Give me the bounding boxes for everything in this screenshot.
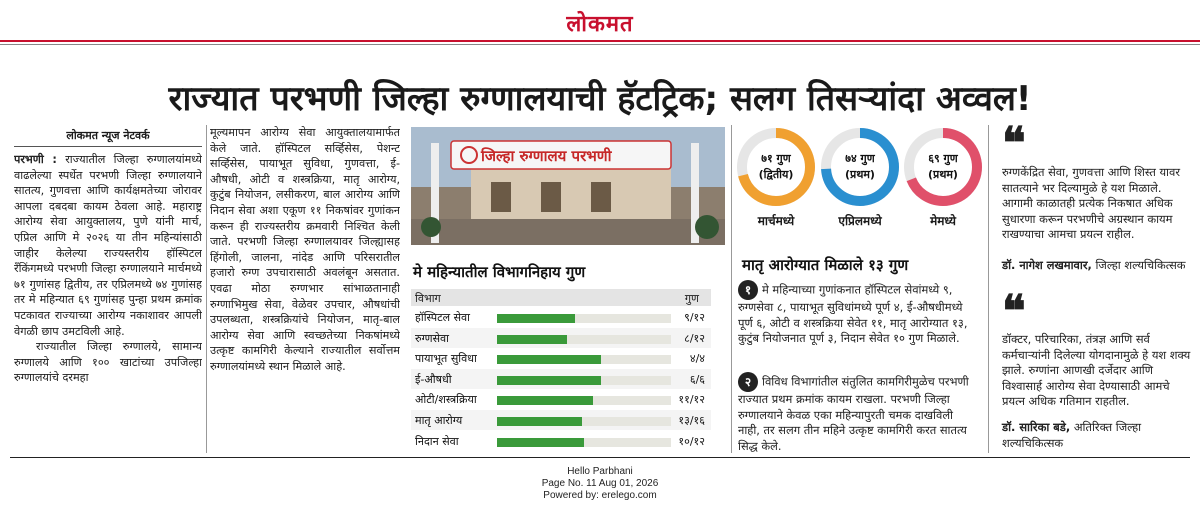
- quote-2-text: डॉक्टर, परिचारिका, तंत्रज्ञ आणि सर्व कर्…: [1002, 332, 1191, 409]
- maternal-point-1-text: मे महिन्याच्या गुणांकनात हॉस्पिटल सेवांम…: [738, 282, 968, 346]
- masthead-thin-rule: [0, 44, 1200, 45]
- score-bar: [497, 417, 582, 426]
- donut-caption: मार्चमध्ये: [757, 214, 795, 228]
- score-bar: [497, 334, 567, 344]
- table-header-dept: विभाग: [415, 292, 441, 305]
- headline: राज्यात परभणी जिल्हा रुग्णालयाची हॅटट्रि…: [168, 79, 1032, 119]
- row-label: रुग्णसेवा: [415, 331, 450, 345]
- maternal-title: मातृ आरोग्यात मिळाले १३ गुण: [742, 256, 909, 274]
- table-row: रुग्णसेवा ८/१२: [411, 327, 711, 348]
- score-bar: [497, 375, 602, 385]
- donut-score: ७१ गुण: [761, 152, 791, 165]
- quote-2-attribution: डॉ. सारिका बडे, अतिरिक्त जिल्हा शल्यचिकि…: [1002, 420, 1192, 451]
- hospital-sign-text: जिल्हा रुग्णालय परभणी: [481, 147, 612, 165]
- dateline: परभणी :: [14, 153, 57, 166]
- quote-icon: ❝: [1002, 118, 1026, 169]
- score-bar: [497, 355, 602, 365]
- row-label: निदान सेवा: [415, 434, 459, 448]
- maternal-point-1: १ मे महिन्याच्या गुणांकनात हॉस्पिटल सेवां…: [738, 280, 978, 347]
- row-label: हॉस्पिटल सेवा: [415, 311, 470, 324]
- table-title: मे महिन्यातील विभागनिहाय गुण: [413, 263, 586, 281]
- column-divider: [731, 125, 732, 453]
- hospital-photo: जिल्हा रुग्णालय परभणी: [411, 127, 725, 245]
- row-label: पायाभूत सुविधा: [415, 352, 477, 366]
- article-column-1: परभणी : राज्यातील जिल्हा रुग्णालयांमध्ये…: [14, 152, 202, 452]
- point-number-1: १: [738, 280, 758, 300]
- score-bar: [497, 314, 576, 323]
- table-row: ई-औषधी ६/६: [411, 368, 711, 389]
- score-bar-track: [497, 437, 671, 447]
- article-column-2: मूल्यमापन आरोग्य सेवा आयुक्तालयामार्फत क…: [210, 126, 400, 373]
- article-paragraph-2: राज्यातील जिल्हा रुग्णालये, सामान्य रुग्…: [14, 340, 202, 385]
- row-score: ८/१२: [684, 331, 705, 345]
- maternal-point-2: २ विविध विभागांतील संतुलित कामगिरीमुळेच प…: [738, 372, 978, 454]
- quote-2-name: डॉ. सारिका बडे,: [1002, 420, 1071, 434]
- donut-rank: (द्वितीय): [758, 168, 794, 181]
- row-label: ओटी/शस्त्रक्रिया: [415, 393, 477, 407]
- byline: लोकमत न्यूज नेटवर्क: [14, 128, 202, 147]
- masthead-rule: [0, 40, 1200, 42]
- column-divider: [206, 125, 207, 453]
- donut-ring: [904, 128, 982, 206]
- row-score: ११/१२: [678, 393, 705, 407]
- quote-2-role: अतिरिक्त जिल्हा शल्यचिकित्सक: [1002, 420, 1142, 450]
- table-header: विभाग गुण: [411, 289, 711, 306]
- point-number-2: २: [738, 372, 758, 392]
- quote-icon: ❝: [1002, 286, 1026, 337]
- donut-rank: (प्रथम): [845, 168, 875, 181]
- donut-caption: मेमध्ये: [930, 214, 956, 228]
- table-row: मातृ आरोग्य १३/१६: [411, 410, 711, 430]
- score-bar-track: [497, 355, 671, 365]
- score-bar-track: [497, 334, 671, 344]
- footer-page-info: Page No. 11 Aug 01, 2026: [541, 478, 659, 489]
- footer-publication: Hello Parbhani: [567, 466, 633, 477]
- donut-ring: [737, 128, 815, 206]
- footer-powered-by: Powered by: erelego.com: [543, 490, 657, 501]
- donut-score: ७४ गुण: [845, 152, 875, 165]
- quote-1-attribution: डॉ. नागेश लखमावार, जिल्हा शल्यचिकित्सक: [1002, 258, 1192, 274]
- score-donut: ७४ गुण (प्रथम): [820, 127, 900, 207]
- quote-1-role: जिल्हा शल्यचिकित्सक: [1095, 258, 1186, 272]
- maternal-point-2-text: विविध विभागांतील संतुलित कामगिरीमुळेच पर…: [738, 374, 969, 453]
- score-bar: [497, 437, 584, 447]
- row-score: १३/१६: [678, 414, 705, 427]
- row-label: मातृ आरोग्य: [415, 414, 463, 427]
- donut-rank: (प्रथम): [928, 168, 958, 181]
- score-bar: [497, 396, 593, 406]
- row-score: ६/६: [689, 372, 705, 386]
- bottom-rule: [10, 457, 1190, 458]
- score-bar-track: [497, 417, 671, 426]
- score-donut: ७१ गुण (द्वितीय): [736, 127, 816, 207]
- hospital-photo-illustration: [411, 127, 725, 245]
- row-score: ४/४: [689, 352, 705, 366]
- table-row: हॉस्पिटल सेवा ९/१२: [411, 307, 711, 327]
- score-bar-track: [497, 375, 671, 385]
- row-label: ई-औषधी: [415, 372, 452, 386]
- quote-1-name: डॉ. नागेश लखमावार,: [1002, 258, 1092, 272]
- newspaper-logo: लोकमत: [566, 12, 634, 37]
- table-header-score: गुण: [684, 292, 699, 305]
- row-score: ९/१२: [684, 311, 705, 324]
- score-bar-track: [497, 396, 671, 406]
- column-divider: [988, 125, 989, 453]
- table-row: पायाभूत सुविधा ४/४: [411, 348, 711, 368]
- row-score: १०/१२: [678, 434, 705, 448]
- donut-caption: एप्रिलमध्ये: [838, 214, 882, 228]
- article-paragraph-1: परभणी : राज्यातील जिल्हा रुग्णालयांमध्ये…: [14, 152, 202, 339]
- article-text-1: राज्यातील जिल्हा रुग्णालयांमध्ये वाढलेल्…: [14, 153, 202, 338]
- donut-ring: [821, 128, 899, 206]
- quote-1-text: रुग्णकेंद्रित सेवा, गुणवत्ता आणि शिस्त य…: [1002, 165, 1180, 242]
- score-bar-track: [497, 314, 671, 323]
- table-row: निदान सेवा १०/१२: [411, 431, 711, 451]
- donut-score: ६९ गुण: [928, 152, 958, 165]
- score-donut: ६९ गुण (प्रथम): [903, 127, 983, 207]
- table-row: ओटी/शस्त्रक्रिया ११/१२: [411, 389, 711, 409]
